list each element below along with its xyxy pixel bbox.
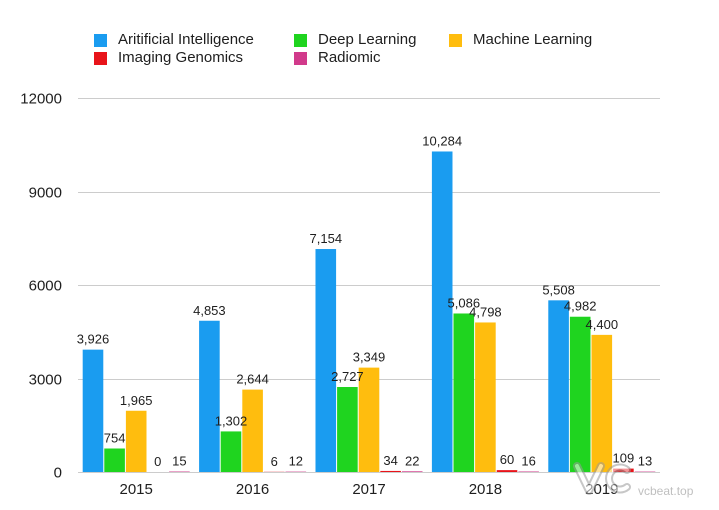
legend-swatch-imaging-genomics xyxy=(94,51,107,65)
legend-label-imaging-genomics: Imaging Genomics xyxy=(118,49,244,66)
legend-label-radiomic: Radiomic xyxy=(318,49,381,66)
bar-deep-learning-2015 xyxy=(104,448,125,472)
value-label-aritificial-intelligence-2019: 5,508 xyxy=(542,282,575,297)
x-tick-label-2016: 2016 xyxy=(236,481,269,498)
bar-radiomic-2018 xyxy=(518,471,539,472)
value-label-machine-learning-2019: 4,400 xyxy=(586,317,619,332)
bar-aritificial-intelligence-2017 xyxy=(315,249,337,472)
value-label-radiomic-2015: 15 xyxy=(172,454,186,469)
value-label-radiomic-2016: 12 xyxy=(289,454,303,469)
legend-swatch-artificial-intelligence xyxy=(94,33,107,47)
bar-aritificial-intelligence-2018 xyxy=(431,151,453,473)
x-tick-label-2017: 2017 xyxy=(352,481,385,498)
value-label-deep-learning-2019: 4,982 xyxy=(564,299,597,314)
bar-deep-learning-2018 xyxy=(453,313,475,472)
y-axis-tick-labels: 0 3000 6000 9000 12000 xyxy=(20,91,62,482)
value-label-aritificial-intelligence-2018: 10,284 xyxy=(422,133,462,148)
legend-swatch-radiomic xyxy=(294,51,307,65)
value-label-deep-learning-2018: 5,086 xyxy=(448,295,481,310)
value-label-radiomic-2017: 22 xyxy=(405,453,419,468)
x-tick-label-2019: 2019 xyxy=(585,481,618,498)
y-tick-label-6000: 6000 xyxy=(29,278,62,295)
chart-legend: Aritificial Intelligence Deep Learning M… xyxy=(0,0,719,80)
value-label-imaging-genomics-2019: 109 xyxy=(613,451,635,466)
bar-machine-learning-2015 xyxy=(125,410,147,472)
bar-radiomic-2017 xyxy=(401,471,423,472)
y-tick-label-0: 0 xyxy=(54,465,62,482)
legend-item-machine-learning: Machine Learning xyxy=(449,32,592,48)
y-tick-label-9000: 9000 xyxy=(29,185,62,202)
x-tick-label-2015: 2015 xyxy=(120,481,153,498)
bar-machine-learning-2016 xyxy=(242,389,263,472)
x-tick-label-2018: 2018 xyxy=(469,481,502,498)
bar-machine-learning-2019 xyxy=(591,334,613,472)
y-tick-label-3000: 3000 xyxy=(29,372,62,389)
bar-aritificial-intelligence-2015 xyxy=(82,349,104,472)
bar-deep-learning-2017 xyxy=(337,387,358,472)
value-label-aritificial-intelligence-2016: 4,853 xyxy=(193,303,226,318)
value-label-machine-learning-2018: 4,798 xyxy=(469,304,502,319)
bar-imaging-genomics-2018 xyxy=(496,470,518,472)
legend-item-imaging-genomics: Imaging Genomics xyxy=(94,50,243,66)
bar-deep-learning-2016 xyxy=(220,431,242,472)
value-label-imaging-genomics-2015: 0 xyxy=(154,454,161,469)
bar-machine-learning-2017 xyxy=(358,367,380,472)
value-label-machine-learning-2015: 1,965 xyxy=(120,393,153,408)
bar-imaging-genomics-2017 xyxy=(380,470,401,472)
y-tick-label-12000: 12000 xyxy=(20,91,62,108)
value-label-deep-learning-2016: 1,302 xyxy=(215,413,248,428)
x-axis-tick-labels: 2015 2016 2017 2018 2019 xyxy=(120,481,619,498)
value-label-machine-learning-2016: 2,644 xyxy=(236,372,269,387)
bar-machine-learning-2018 xyxy=(475,322,496,472)
value-label-imaging-genomics-2016: 6 xyxy=(271,454,278,469)
value-label-radiomic-2018: 16 xyxy=(521,454,535,469)
value-label-deep-learning-2017: 2,727 xyxy=(331,369,364,384)
bar-value-labels: 3,926 754 1,965 0 15 4,853 1,302 2,644 6 12 7,154 2… xyxy=(77,133,653,469)
value-label-deep-learning-2015: 754 xyxy=(104,431,126,446)
bar-aritificial-intelligence-2016 xyxy=(199,320,220,472)
value-label-imaging-genomics-2017: 34 xyxy=(383,453,397,468)
legend-item-artificial-intelligence: Aritificial Intelligence xyxy=(94,32,254,48)
legend-swatch-deep-learning xyxy=(294,33,307,47)
bar-imaging-genomics-2019 xyxy=(613,468,634,472)
value-label-aritificial-intelligence-2015: 3,926 xyxy=(77,332,110,347)
legend-swatch-machine-learning xyxy=(449,33,462,47)
legend-label-machine-learning: Machine Learning xyxy=(473,31,593,48)
bar-aritificial-intelligence-2019 xyxy=(548,300,569,472)
value-label-machine-learning-2017: 3,349 xyxy=(353,350,386,365)
legend-item-radiomic: Radiomic xyxy=(294,50,381,66)
value-label-aritificial-intelligence-2017: 7,154 xyxy=(310,231,343,246)
legend-label-deep-learning: Deep Learning xyxy=(318,31,417,48)
legend-label-artificial-intelligence: Aritificial Intelligence xyxy=(118,31,254,48)
legend-item-deep-learning: Deep Learning xyxy=(294,32,416,48)
bar-deep-learning-2019 xyxy=(569,316,591,472)
value-label-imaging-genomics-2018: 60 xyxy=(500,452,514,467)
bars xyxy=(82,151,656,473)
value-label-radiomic-2019: 13 xyxy=(638,454,652,469)
